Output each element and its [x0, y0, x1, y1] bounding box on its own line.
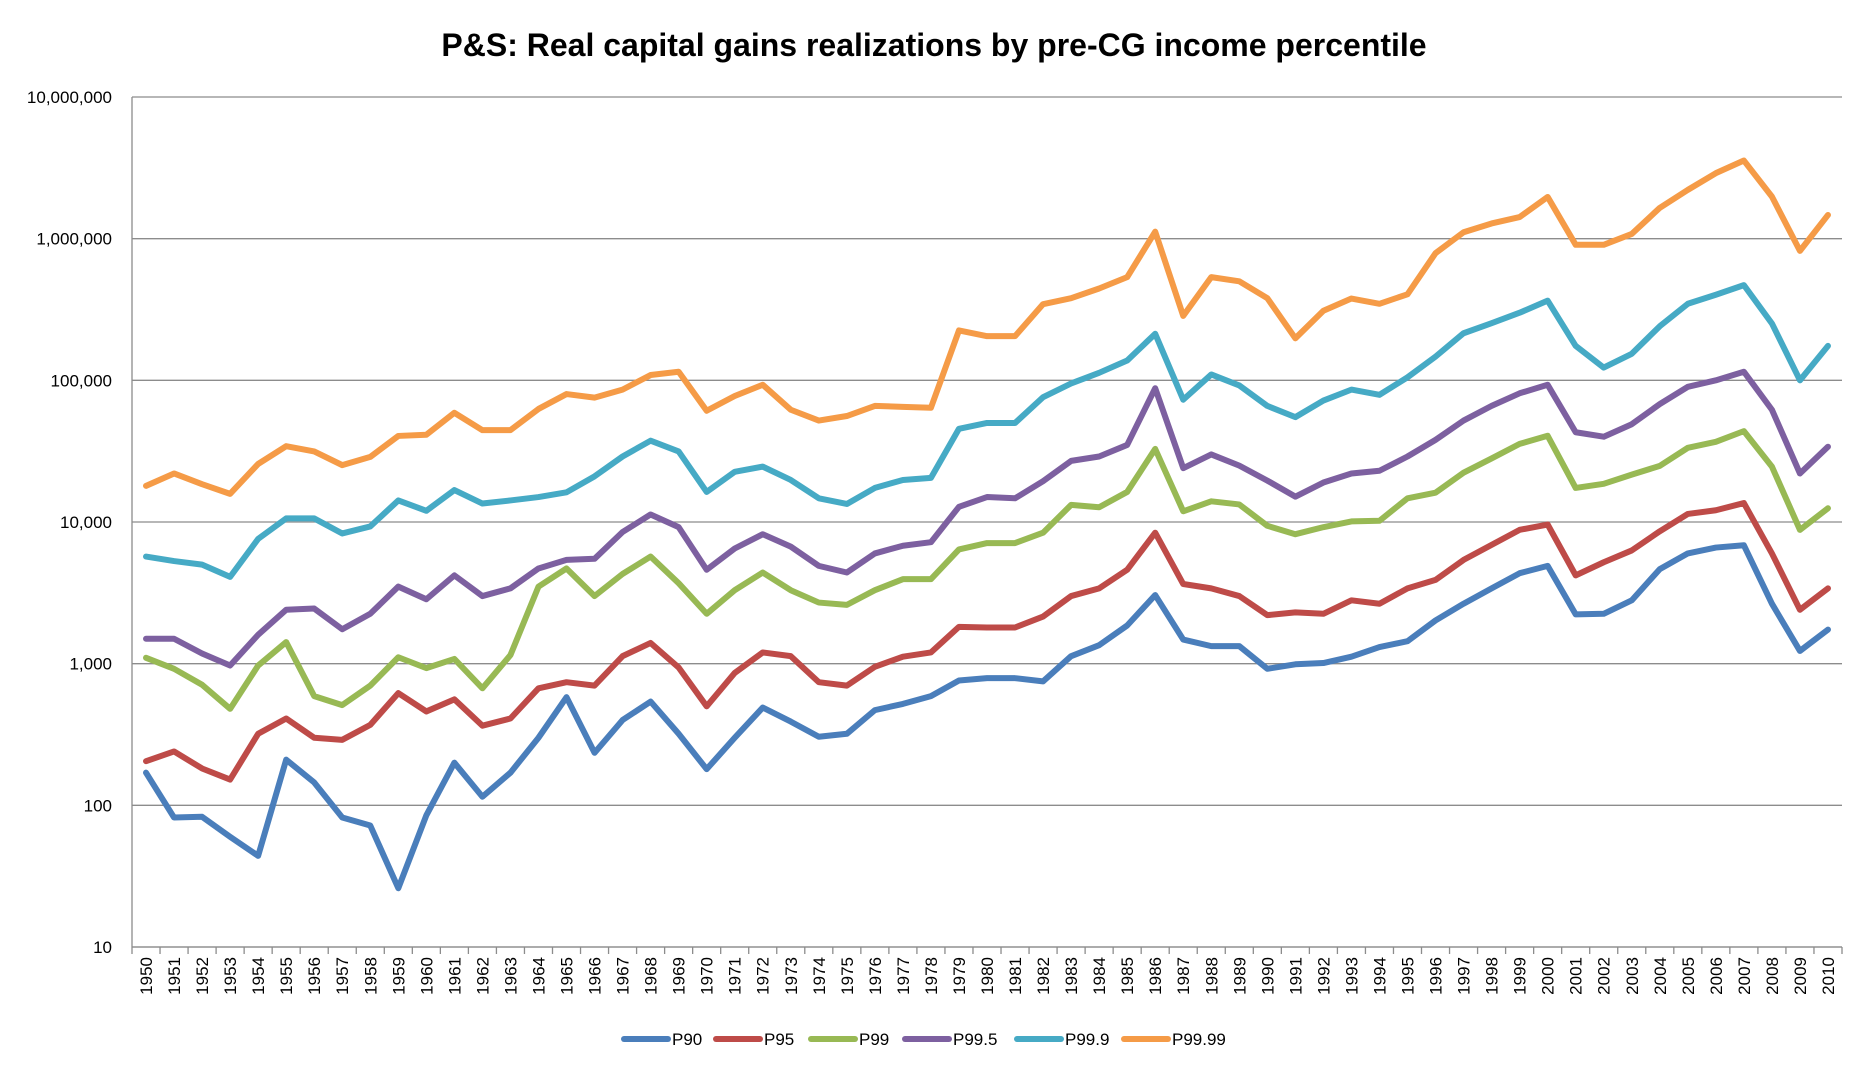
legend-label: P95: [764, 1030, 794, 1049]
x-tick-label: 1954: [249, 957, 268, 995]
series-line-p99-5: [143, 368, 1831, 669]
chart-title: P&S: Real capital gains realizations by …: [441, 27, 1426, 63]
x-tick-label: 2007: [1735, 957, 1754, 995]
x-tick-label: 1972: [754, 957, 773, 995]
x-tick-label: 1997: [1455, 957, 1474, 995]
x-tick-label: 1969: [670, 957, 689, 995]
legend: P90 P95 P99 P99.5 P99.9 P99.99: [621, 1030, 1226, 1049]
x-tick-label: 2003: [1623, 957, 1642, 995]
x-tick-label: 2004: [1651, 957, 1670, 995]
x-tick-label: 1980: [978, 957, 997, 995]
x-tick-label: 1984: [1090, 957, 1109, 995]
x-tick-label: 1975: [838, 957, 857, 995]
x-tick-label: 1991: [1286, 957, 1305, 995]
x-tick-label: 1973: [782, 957, 801, 995]
y-tick-label: 10,000: [60, 513, 112, 532]
x-tick-label: 1951: [165, 957, 184, 995]
y-tick-label: 1,000,000: [36, 230, 112, 249]
series-line-p99: [143, 428, 1831, 712]
x-tick-label: 1974: [810, 957, 829, 995]
x-tick-label: 1992: [1314, 957, 1333, 995]
series-line-p99-9: [143, 282, 1831, 580]
x-tick-label: 1964: [529, 957, 548, 995]
x-tick-label: 1998: [1483, 957, 1502, 995]
x-tick-label: 1961: [445, 957, 464, 995]
x-tick-label: 2010: [1819, 957, 1838, 995]
x-tick-label: 1994: [1370, 957, 1389, 995]
legend-label: P99: [859, 1030, 889, 1049]
legend-label: P99.9: [1065, 1030, 1109, 1049]
x-tick-label: 1987: [1174, 957, 1193, 995]
x-tick-label: 1995: [1398, 957, 1417, 995]
x-tick-label: 1957: [333, 957, 352, 995]
x-tick-label: 1959: [389, 957, 408, 995]
series-line-p90: [143, 542, 1831, 892]
x-tick-label: 1978: [922, 957, 941, 995]
axes: 10 100 1,000 10,000 100,000 1,000,000 10,000,0…: [27, 88, 1843, 995]
y-tick-label: 10: [93, 938, 112, 957]
series-line-p95: [143, 500, 1831, 783]
x-tick-label: 1985: [1118, 957, 1137, 995]
series-line-p99-99: [143, 157, 1831, 497]
y-tick-label: 100,000: [51, 371, 112, 390]
x-tick-label: 1960: [417, 957, 436, 995]
legend-label: P99.5: [953, 1030, 997, 1049]
x-tick-label: 2009: [1791, 957, 1810, 995]
x-tick-label: 1989: [1230, 957, 1249, 995]
x-tick-label: 1956: [305, 957, 324, 995]
x-tick-label: 1993: [1342, 957, 1361, 995]
x-tick-label: 1990: [1258, 957, 1277, 995]
x-tick-label: 1962: [473, 957, 492, 995]
y-tick-label: 100: [84, 796, 112, 815]
x-tick-label: 1983: [1062, 957, 1081, 995]
y-tick-label: 10,000,000: [27, 88, 112, 107]
x-tick-label: 1981: [1006, 957, 1025, 995]
y-tick-label: 1,000: [69, 655, 112, 674]
x-tick-label: 1968: [642, 957, 661, 995]
x-tick-label: 1977: [894, 957, 913, 995]
x-tick-label: 2008: [1763, 957, 1782, 995]
x-tick-label: 2000: [1539, 957, 1558, 995]
x-tick-label: 1976: [866, 957, 885, 995]
x-tick-label: 1967: [614, 957, 633, 995]
series-lines: [143, 157, 1831, 892]
x-tick-label: 1950: [137, 957, 156, 995]
x-tick-label: 1953: [221, 957, 240, 995]
x-tick-label: 1958: [361, 957, 380, 995]
x-tick-label: 1952: [193, 957, 212, 995]
x-tick-label: 1970: [698, 957, 717, 995]
x-tick-label: 2001: [1567, 957, 1586, 995]
x-tick-label: 1966: [586, 957, 605, 995]
x-tick-label: 1988: [1202, 957, 1221, 995]
x-tick-label: 1979: [950, 957, 969, 995]
x-tick-label: 1996: [1427, 957, 1446, 995]
x-tick-label: 1955: [277, 957, 296, 995]
x-tick-label: 1999: [1511, 957, 1530, 995]
legend-label: P99.99: [1172, 1030, 1226, 1049]
x-tick-label: 1971: [726, 957, 745, 995]
x-tick-label: 2005: [1679, 957, 1698, 995]
x-tick-label: 1982: [1034, 957, 1053, 995]
x-tick-label: 1963: [501, 957, 520, 995]
x-tick-label: 2002: [1595, 957, 1614, 995]
legend-label: P90: [672, 1030, 702, 1049]
x-tick-label: 1965: [558, 957, 577, 995]
x-tick-label: 2006: [1707, 957, 1726, 995]
x-tick-label: 1986: [1146, 957, 1165, 995]
